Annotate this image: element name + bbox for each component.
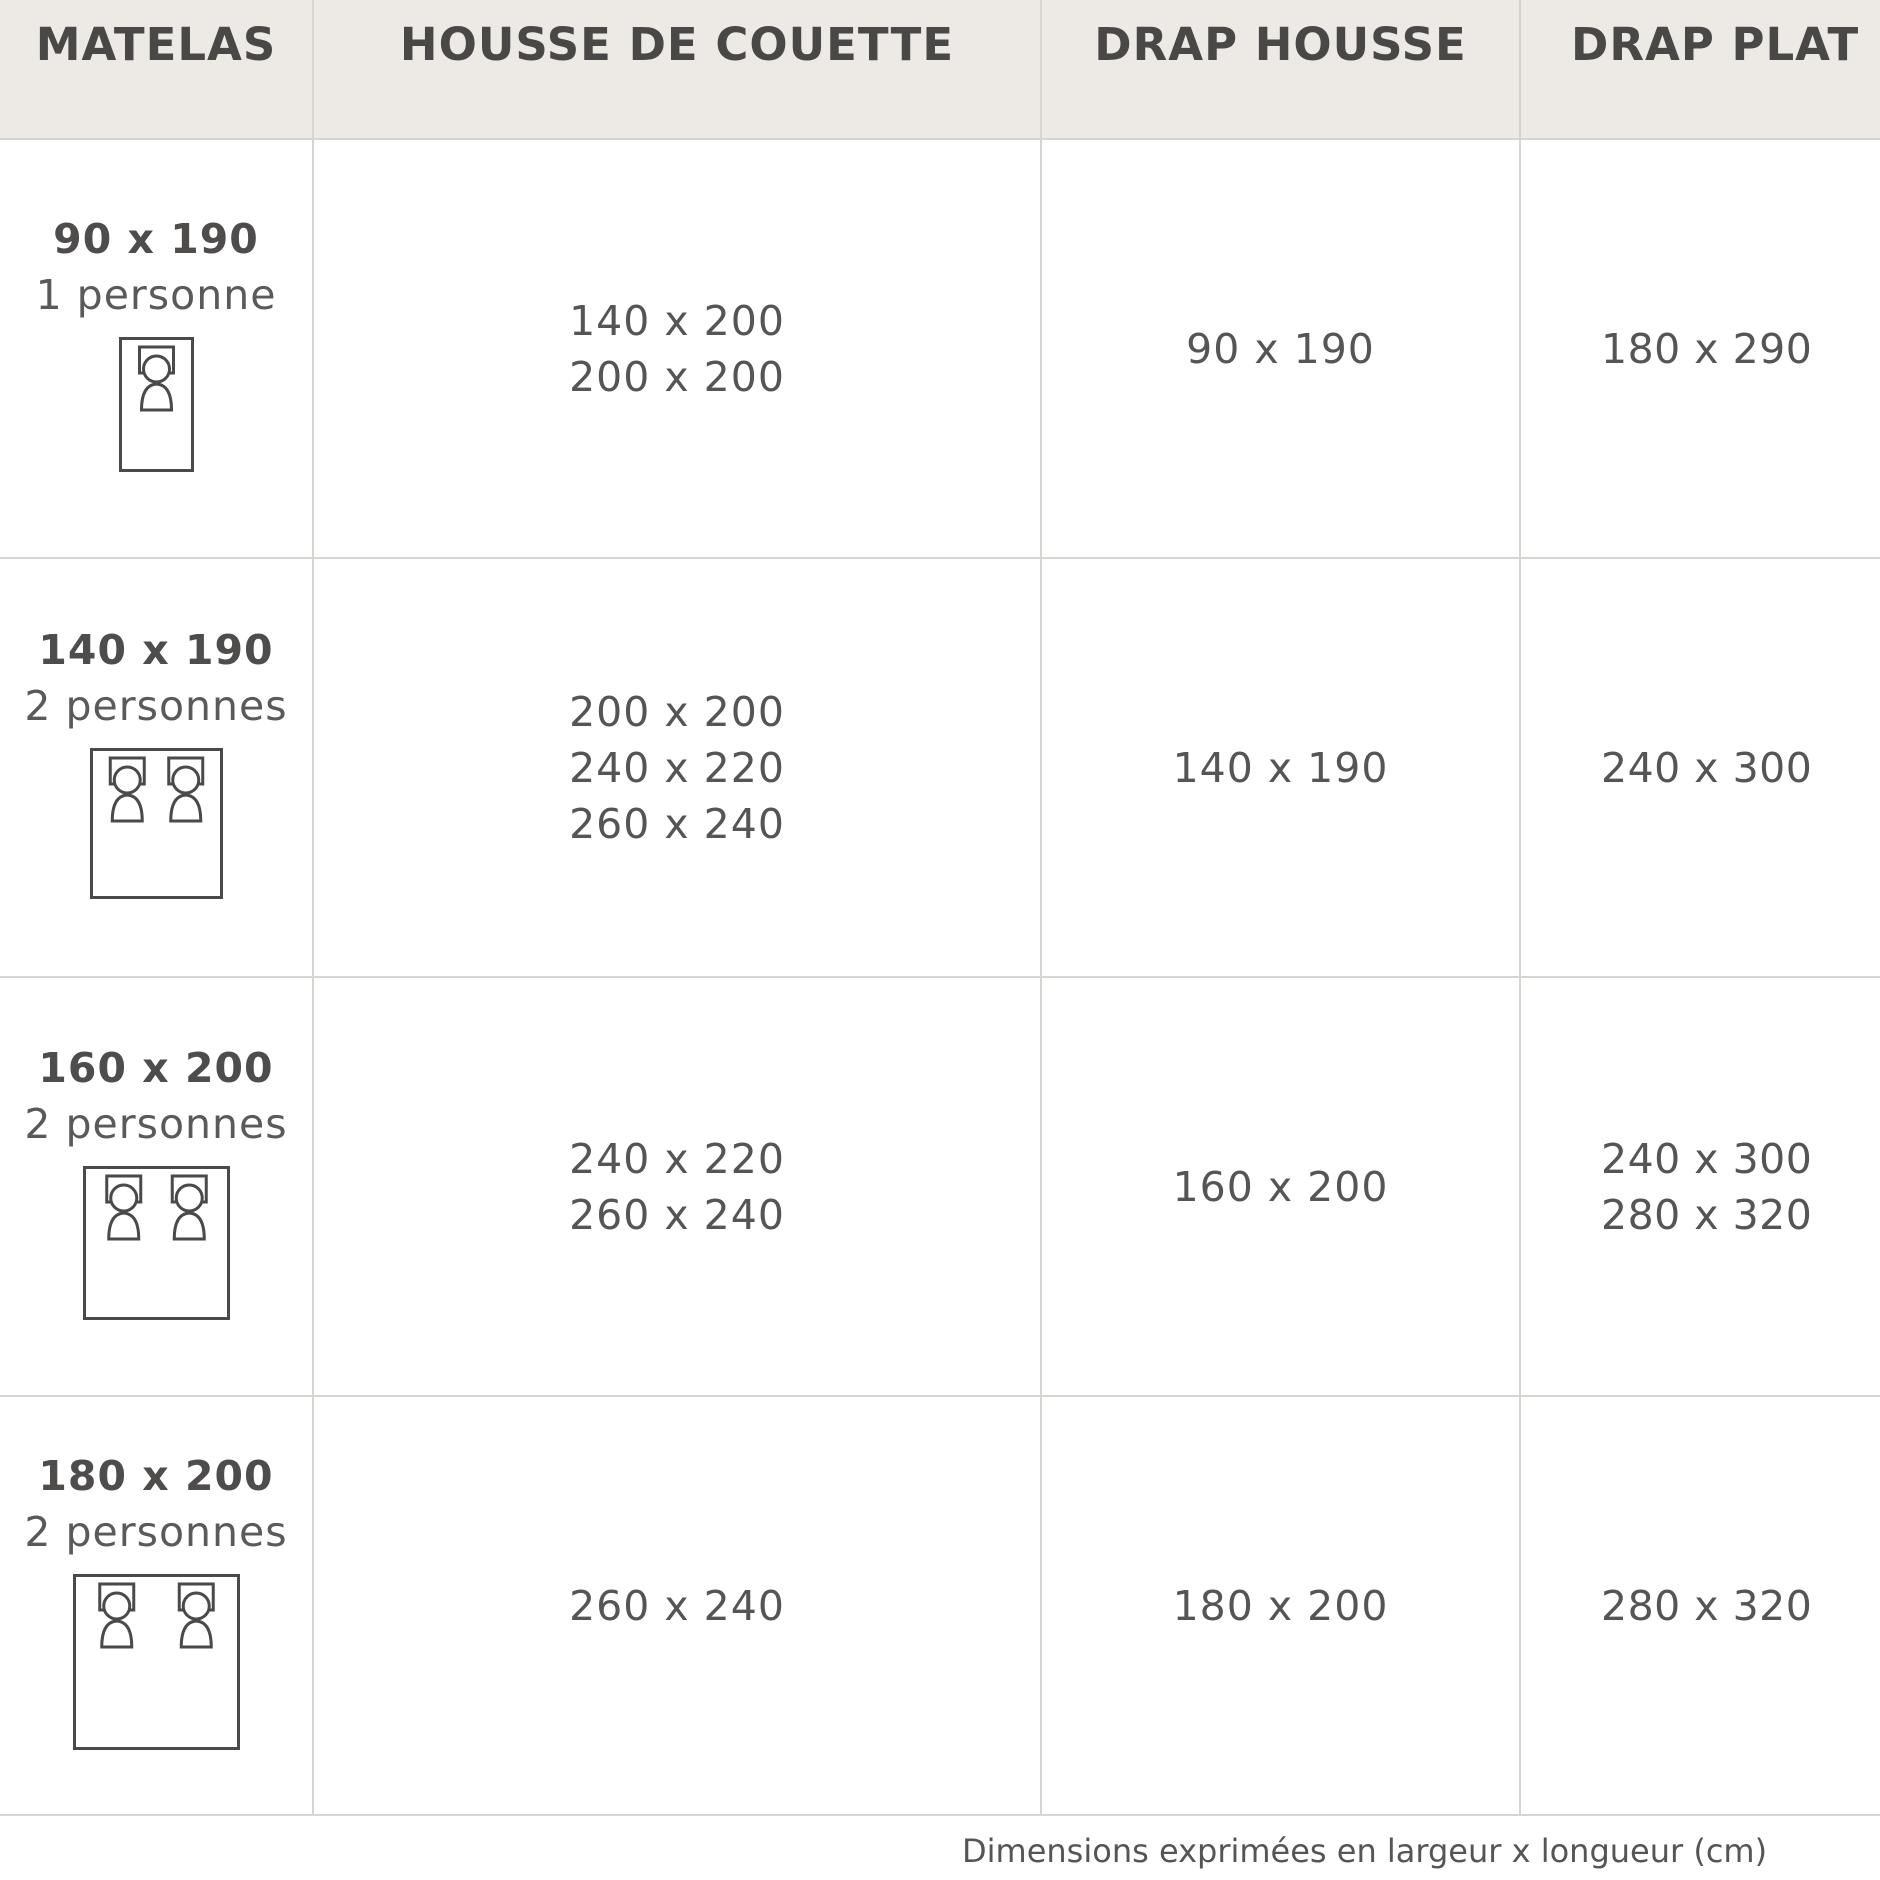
cell-housse-de-couette: 260 x 240 bbox=[313, 1396, 1042, 1816]
double-bed-icon bbox=[82, 1165, 230, 1334]
header-housse-de-couette: HOUSSE DE COUETTE bbox=[313, 0, 1042, 140]
dimension-value: 240 x 220 bbox=[569, 743, 785, 792]
table-row: 140 x 190 2 personnes 200 x 200 240 x 220… bbox=[0, 558, 1880, 978]
double-bed-icon bbox=[89, 748, 223, 913]
footer-note: Dimensions exprimées en largeur x longue… bbox=[962, 1832, 1768, 1870]
dimension-value: 240 x 300 bbox=[1601, 743, 1813, 792]
dimension-value: 260 x 240 bbox=[569, 799, 785, 848]
header-matelas: MATELAS bbox=[0, 0, 314, 140]
mattress-capacity: 1 personne bbox=[35, 271, 277, 319]
dimension-value: 180 x 200 bbox=[1172, 1581, 1389, 1630]
dimension-value: 160 x 200 bbox=[1172, 1162, 1389, 1211]
cell-matelas: 140 x 190 2 personnes bbox=[0, 558, 314, 978]
dimension-value: 90 x 190 bbox=[1186, 324, 1375, 373]
mattress-capacity: 2 personnes bbox=[24, 1507, 288, 1556]
cell-drap-housse: 160 x 200 bbox=[1041, 977, 1521, 1397]
mattress-size: 160 x 200 bbox=[38, 1043, 274, 1092]
dimension-value: 240 x 300 bbox=[1601, 1134, 1813, 1183]
cell-drap-plat: 240 x 300 280 x 320 bbox=[1520, 977, 1880, 1397]
table-row: 160 x 200 2 personnes 240 x 220 260 x 240… bbox=[0, 977, 1880, 1397]
cell-drap-housse: 180 x 200 bbox=[1041, 1396, 1521, 1816]
dimension-value: 260 x 240 bbox=[569, 1581, 785, 1630]
table-row: 180 x 200 2 personnes 260 x 240 180 x 20… bbox=[0, 1396, 1880, 1816]
mattress-capacity: 2 personnes bbox=[24, 682, 288, 730]
cell-drap-plat: 240 x 300 bbox=[1520, 558, 1880, 978]
header-row: MATELAS HOUSSE DE COUETTE DRAP HOUSSE DR… bbox=[0, 0, 1880, 140]
mattress-capacity: 2 personnes bbox=[24, 1099, 288, 1148]
dimension-value: 260 x 240 bbox=[569, 1190, 785, 1239]
dimension-value: 140 x 190 bbox=[1172, 743, 1389, 792]
mattress-size: 140 x 190 bbox=[38, 626, 274, 674]
dimension-value: 280 x 320 bbox=[1601, 1190, 1813, 1239]
mattress-size: 180 x 200 bbox=[38, 1451, 274, 1500]
cell-drap-housse: 140 x 190 bbox=[1041, 558, 1521, 978]
dimension-value: 200 x 200 bbox=[569, 352, 785, 401]
size-table: MATELAS HOUSSE DE COUETTE DRAP HOUSSE DR… bbox=[0, 0, 1880, 1816]
dimension-value: 200 x 200 bbox=[569, 687, 785, 736]
dimension-value: 240 x 220 bbox=[569, 1134, 785, 1183]
cell-matelas: 180 x 200 2 personnes bbox=[0, 1396, 314, 1816]
single-bed-icon bbox=[118, 337, 194, 486]
cell-housse-de-couette: 200 x 200 240 x 220 260 x 240 bbox=[313, 558, 1042, 978]
dimension-value: 140 x 200 bbox=[569, 296, 785, 345]
cell-housse-de-couette: 140 x 200 200 x 200 bbox=[313, 139, 1042, 559]
header-drap-housse: DRAP HOUSSE bbox=[1041, 0, 1521, 140]
mattress-size: 90 x 190 bbox=[53, 215, 259, 263]
dimension-value: 180 x 290 bbox=[1601, 324, 1813, 373]
cell-drap-housse: 90 x 190 bbox=[1041, 139, 1521, 559]
cell-housse-de-couette: 240 x 220 260 x 240 bbox=[313, 977, 1042, 1397]
dimension-value: 280 x 320 bbox=[1601, 1581, 1813, 1630]
header-drap-plat: DRAP PLAT bbox=[1520, 0, 1880, 140]
cell-matelas: 90 x 190 1 personne bbox=[0, 139, 314, 559]
cell-drap-plat: 180 x 290 bbox=[1520, 139, 1880, 559]
cell-drap-plat: 280 x 320 bbox=[1520, 1396, 1880, 1816]
double-bed-icon bbox=[72, 1573, 240, 1764]
table-row: 90 x 190 1 personne 140 x 200 200 x 200 9… bbox=[0, 139, 1880, 559]
cell-matelas: 160 x 200 2 personnes bbox=[0, 977, 314, 1397]
